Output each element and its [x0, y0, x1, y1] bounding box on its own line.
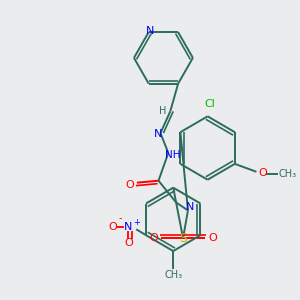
Text: O: O: [108, 222, 117, 232]
Text: O: O: [258, 168, 267, 178]
Text: CH₃: CH₃: [164, 270, 182, 280]
Text: O: O: [149, 233, 158, 243]
Text: N: N: [124, 222, 133, 232]
Text: N: N: [146, 26, 154, 36]
Text: N: N: [186, 202, 194, 212]
Text: O: O: [208, 233, 217, 243]
Text: O: O: [126, 180, 134, 190]
Text: N: N: [154, 129, 163, 139]
Text: Cl: Cl: [204, 99, 215, 110]
Text: CH₃: CH₃: [279, 169, 297, 179]
Text: O: O: [124, 238, 133, 248]
Text: +: +: [133, 218, 140, 227]
Text: -: -: [119, 213, 122, 224]
Text: H: H: [159, 106, 166, 116]
Text: S: S: [179, 232, 187, 245]
Text: NH: NH: [166, 150, 181, 160]
